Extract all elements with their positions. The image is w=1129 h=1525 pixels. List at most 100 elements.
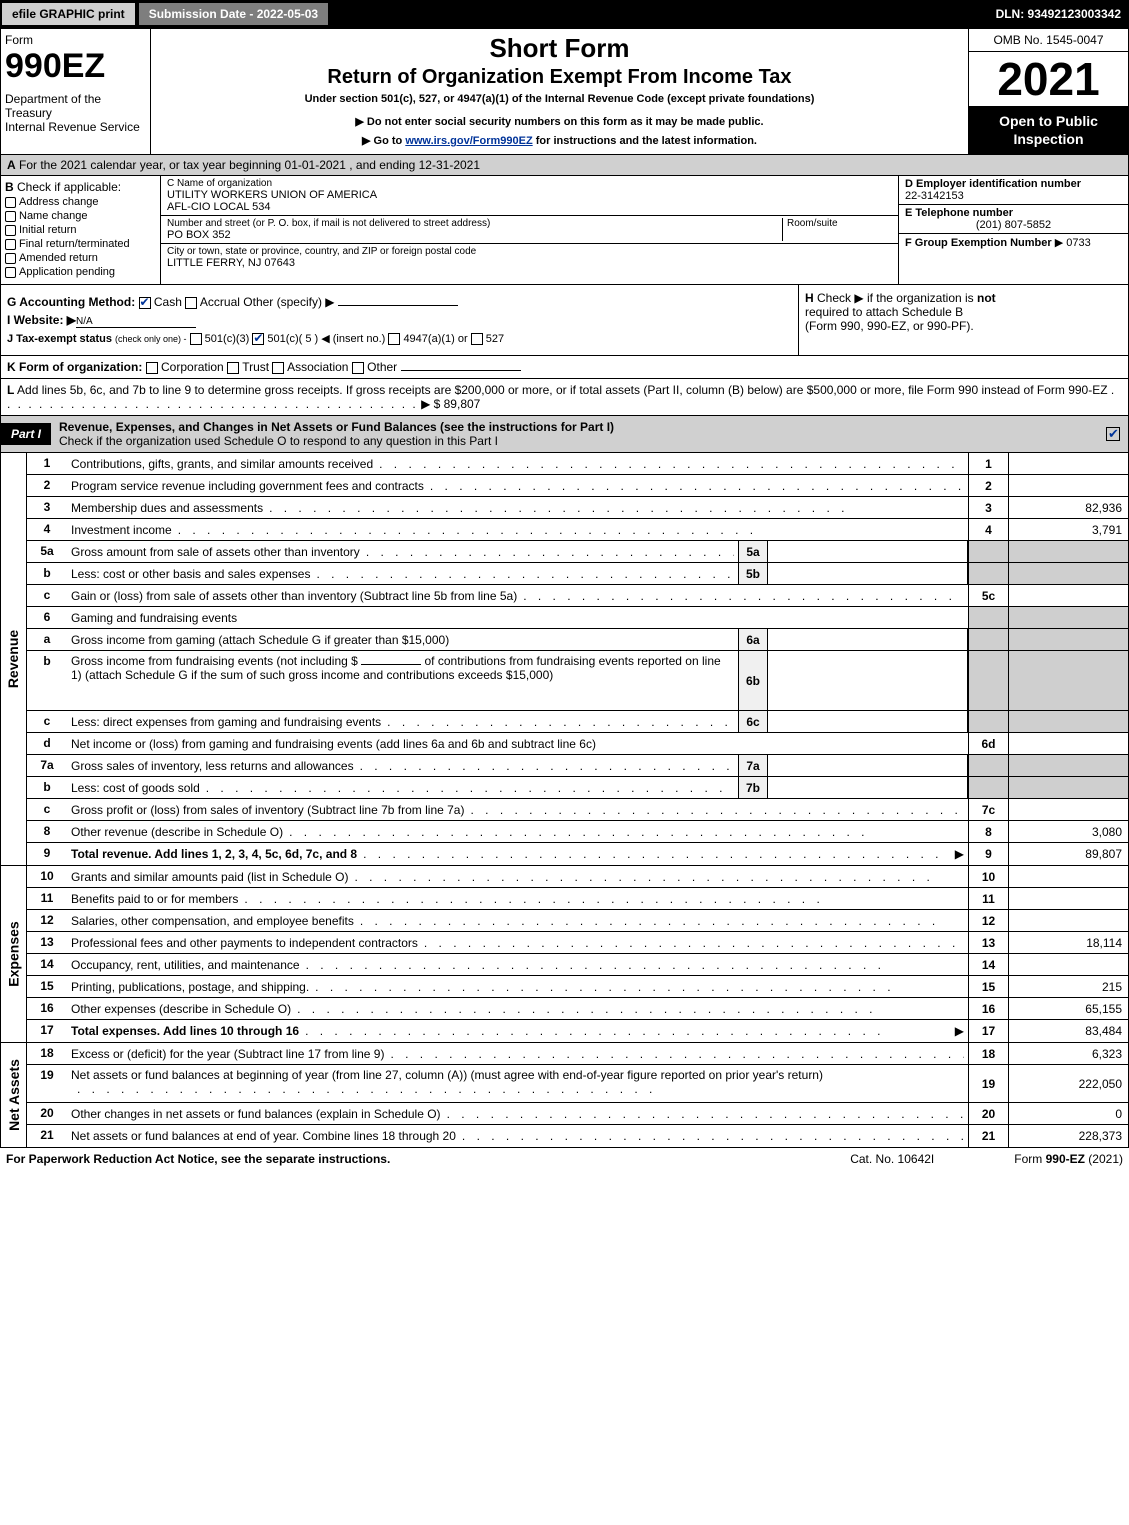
mid-num: 6a (738, 629, 768, 650)
g-label: G Accounting Method: (7, 295, 135, 309)
line-num: c (27, 585, 67, 606)
form-subtitle: Under section 501(c), 527, or 4947(a)(1)… (155, 93, 964, 105)
part-1-title: Revenue, Expenses, and Changes in Net As… (51, 416, 622, 452)
check-other-org[interactable] (352, 362, 364, 374)
public-inspection-badge: Open to Public Inspection (969, 106, 1128, 154)
line-num: 5a (27, 541, 67, 562)
top-bar: efile GRAPHIC print Submission Date - 20… (0, 0, 1129, 28)
line-rnum: 11 (968, 888, 1008, 909)
line-rnum: 16 (968, 998, 1008, 1019)
form-title-1: Short Form (155, 33, 964, 64)
header-middle: Short Form Return of Organization Exempt… (151, 29, 968, 154)
check-501c3[interactable] (190, 333, 202, 345)
check-4947[interactable] (388, 333, 400, 345)
check-amended-return[interactable]: Amended return (5, 252, 156, 264)
city-cell: City or town, state or province, country… (161, 244, 898, 271)
chk-label: Amended return (19, 252, 98, 264)
line-rnum: 7c (968, 799, 1008, 820)
form-link-line: ▶ Go to www.irs.gov/Form990EZ for instru… (155, 134, 964, 147)
part-1-checkbox[interactable] (1106, 427, 1120, 441)
check-cash[interactable] (139, 297, 151, 309)
j4-label: 527 (486, 333, 504, 345)
mid-num: 5b (738, 563, 768, 584)
footer-notice: For Paperwork Reduction Act Notice, see … (6, 1152, 390, 1166)
city-label: City or town, state or province, country… (167, 246, 892, 257)
table-row: 7aGross sales of inventory, less returns… (27, 755, 1128, 777)
form-header: Form 990EZ Department of the Treasury In… (0, 28, 1129, 155)
table-row: bLess: cost or other basis and sales exp… (27, 563, 1128, 585)
table-row: 20Other changes in net assets or fund ba… (27, 1103, 1128, 1125)
line-rval (1008, 607, 1128, 628)
line-desc: Printing, publications, postage, and shi… (67, 976, 968, 997)
form-title-2: Return of Organization Exempt From Incom… (155, 66, 964, 89)
l-amount: ▶ $ 89,807 (421, 397, 480, 411)
line-num: 17 (27, 1020, 67, 1042)
chk-label: Initial return (19, 224, 76, 236)
line-g: G Accounting Method: Cash Accrual Other … (7, 295, 792, 309)
header-right: OMB No. 1545-0047 2021 Open to Public In… (968, 29, 1128, 154)
table-row: 6Gaming and fundraising events (27, 607, 1128, 629)
line-num: 8 (27, 821, 67, 842)
table-row: 10Grants and similar amounts paid (list … (27, 866, 1128, 888)
check-501c[interactable] (252, 333, 264, 345)
line-rval (1008, 541, 1128, 562)
check-trust[interactable] (227, 362, 239, 374)
mid-val (768, 755, 968, 776)
check-corporation[interactable] (146, 362, 158, 374)
line-num: b (27, 563, 67, 584)
l-text: Add lines 5b, 6c, and 7b to line 9 to de… (17, 383, 1108, 397)
table-row: aGross income from gaming (attach Schedu… (27, 629, 1128, 651)
check-application-pending[interactable]: Application pending (5, 266, 156, 278)
mid-num: 6b (738, 651, 768, 710)
line-desc: Gross income from gaming (attach Schedul… (67, 629, 738, 650)
line-rval: 65,155 (1008, 998, 1128, 1019)
table-row: bLess: cost of goods sold . . . . . . . … (27, 777, 1128, 799)
i-label: I Website: ▶ (7, 313, 76, 327)
line-desc: Other revenue (describe in Schedule O) .… (67, 821, 968, 842)
line-num: 13 (27, 932, 67, 953)
efile-print-button[interactable]: efile GRAPHIC print (0, 1, 137, 27)
check-final-return[interactable]: Final return/terminated (5, 238, 156, 250)
irs-link[interactable]: www.irs.gov/Form990EZ (405, 135, 532, 147)
mid-num: 6c (738, 711, 768, 732)
row-g-h-i-j: G Accounting Method: Cash Accrual Other … (0, 285, 1129, 356)
check-address-change[interactable]: Address change (5, 196, 156, 208)
city-value: LITTLE FERRY, NJ 07643 (167, 257, 892, 269)
line-rnum: 3 (968, 497, 1008, 518)
row-k: K Form of organization: Corporation Trus… (0, 356, 1129, 379)
mid-num: 7b (738, 777, 768, 798)
check-initial-return[interactable]: Initial return (5, 224, 156, 236)
check-association[interactable] (272, 362, 284, 374)
line-rnum (968, 755, 1008, 776)
check-name-change[interactable]: Name change (5, 210, 156, 222)
line-num: 20 (27, 1103, 67, 1124)
line-desc: Investment income . . . . . . . . . . . … (67, 519, 968, 540)
mid-val (768, 629, 968, 650)
check-527[interactable] (471, 333, 483, 345)
check-accrual[interactable] (185, 297, 197, 309)
k-other-input[interactable] (401, 370, 521, 371)
line-rnum (968, 563, 1008, 584)
h-text2: if the organization is (867, 291, 974, 305)
c-label: C Name of organization (167, 178, 892, 189)
line-desc: Occupancy, rent, utilities, and maintena… (67, 954, 968, 975)
table-row: 15Printing, publications, postage, and s… (27, 976, 1128, 998)
submission-date: Submission Date - 2022-05-03 (137, 1, 330, 27)
line-rval (1008, 585, 1128, 606)
chk-label: Name change (19, 210, 88, 222)
line-desc: Other expenses (describe in Schedule O) … (67, 998, 968, 1019)
line-num: 4 (27, 519, 67, 540)
line-desc: Benefits paid to or for members . . . . … (67, 888, 968, 909)
other-input[interactable] (338, 305, 458, 306)
line-rval (1008, 755, 1128, 776)
j2-label: 501(c)( 5 ) ◀ (insert no.) (267, 333, 385, 345)
footer-catalog: Cat. No. 10642I (850, 1152, 934, 1166)
line-desc: Contributions, gifts, grants, and simila… (67, 453, 968, 474)
column-b: B Check if applicable: Address change Na… (1, 176, 161, 284)
netassets-vlabel: Net Assets (1, 1043, 27, 1147)
line-rnum: 20 (968, 1103, 1008, 1124)
table-row: 12Salaries, other compensation, and empl… (27, 910, 1128, 932)
line-rval: 0 (1008, 1103, 1128, 1124)
expenses-table: Expenses 10Grants and similar amounts pa… (0, 866, 1129, 1043)
line-desc: Net assets or fund balances at beginning… (67, 1065, 968, 1102)
